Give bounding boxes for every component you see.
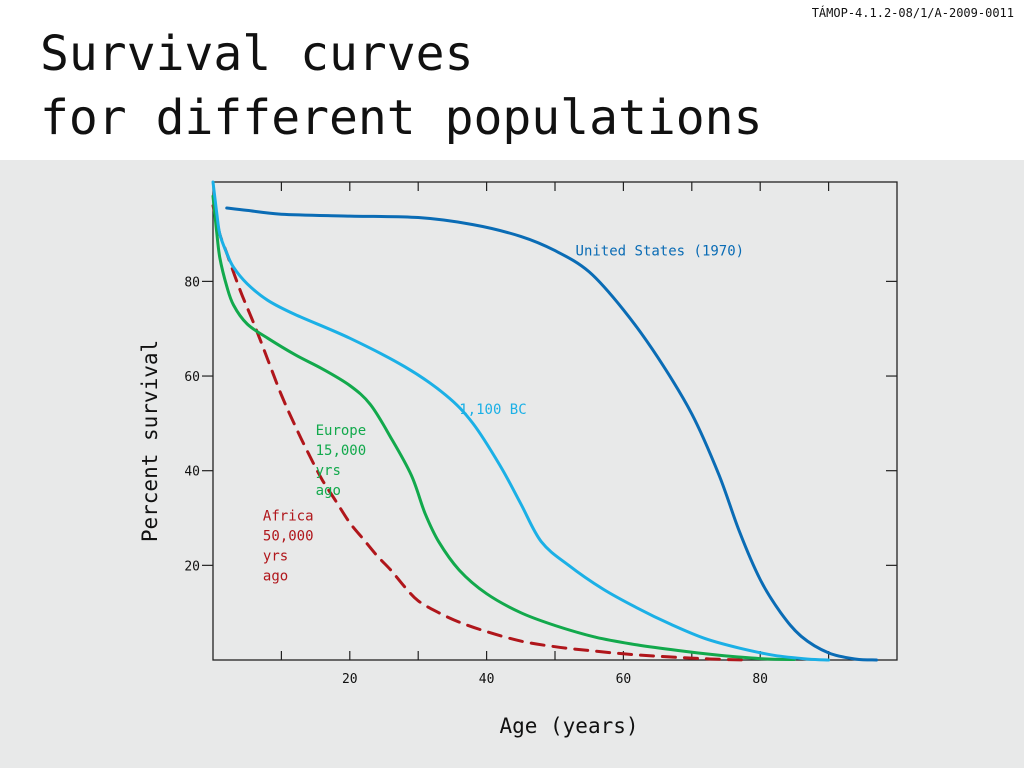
slide-header: TÁMOP-4.1.2-08/1/A-2009-0011 Survival cu… (0, 0, 1024, 160)
series-label-europe: ago (316, 483, 341, 499)
series-line-us (225, 206, 878, 662)
x-tick-label: 20 (342, 672, 358, 687)
slide-title: Survival curves for different population… (40, 22, 762, 150)
series-label-europe: Europe (316, 423, 367, 439)
series-label-europe: yrs (316, 463, 341, 479)
chart-panel: 20 40 60 80 20 40 60 80 Age (years) Percent survi… (0, 160, 1024, 768)
survival-chart: 20 40 60 80 20 40 60 80 Age (years) Percent survi… (138, 180, 898, 738)
series-label-africa: Africa (263, 508, 314, 524)
series-label-africa: ago (263, 568, 288, 584)
y-axis-label: Percent survival (138, 340, 162, 542)
series-label-africa: yrs (263, 548, 288, 564)
series-label-europe: 15,000 (316, 443, 367, 459)
series-line-bc (211, 180, 831, 662)
x-tick-label: 80 (752, 672, 768, 687)
title-line-2: for different populations (40, 90, 763, 146)
x-axis-label: Age (years) (499, 714, 638, 738)
y-tick-label: 20 (184, 559, 200, 574)
series-label-bc: 1,100 BC (459, 402, 526, 418)
series-line-europe (211, 194, 796, 661)
x-tick-label: 40 (479, 672, 495, 687)
series-label-africa: 50,000 (263, 528, 314, 544)
project-code: TÁMOP-4.1.2-08/1/A-2009-0011 (811, 6, 1014, 20)
series-line-africa (211, 204, 748, 662)
title-line-1: Survival curves (40, 26, 474, 82)
plot-frame (212, 181, 898, 661)
series-label-us: United States (1970) (576, 243, 745, 259)
y-tick-label: 40 (184, 465, 200, 480)
y-tick-label: 60 (184, 370, 200, 385)
x-tick-label: 60 (616, 672, 632, 687)
y-tick-label: 80 (184, 275, 200, 290)
